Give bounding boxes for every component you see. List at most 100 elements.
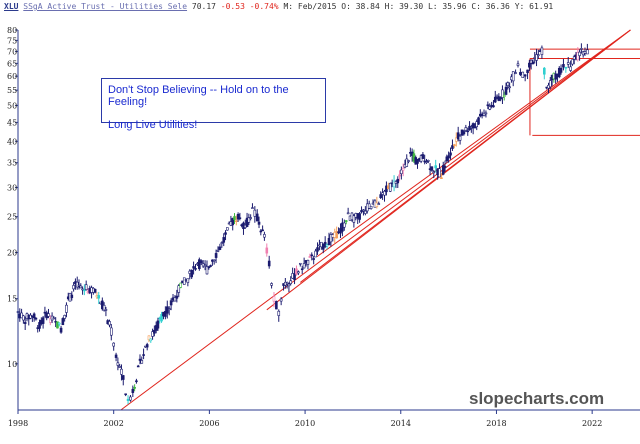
candle-body bbox=[32, 313, 36, 319]
candle-body bbox=[316, 247, 319, 252]
candle-body bbox=[325, 244, 329, 247]
y-value: Y: 61.91 bbox=[514, 2, 554, 11]
security-name[interactable]: SSgA Active Trust - Utilities Sele bbox=[23, 2, 188, 11]
candle-body bbox=[426, 160, 430, 162]
candle-body bbox=[287, 283, 291, 287]
candle-body bbox=[160, 314, 163, 322]
open-value: O: 38.84 bbox=[341, 2, 380, 11]
candle-body bbox=[224, 232, 227, 235]
candle-body bbox=[81, 288, 84, 291]
y-tick-label: 25 bbox=[7, 213, 17, 222]
candle-body bbox=[441, 165, 445, 175]
candles bbox=[16, 43, 589, 405]
candle-body bbox=[38, 322, 41, 329]
candle-body bbox=[207, 266, 211, 269]
candle-body bbox=[416, 158, 419, 164]
candle-body bbox=[118, 366, 121, 368]
candle-body bbox=[335, 231, 338, 239]
candle-body bbox=[23, 322, 27, 324]
candle-body bbox=[135, 380, 138, 383]
change: -0.53 bbox=[220, 2, 245, 11]
candle-body bbox=[352, 215, 356, 223]
y-tick-label: 80 bbox=[7, 26, 17, 35]
candle-body bbox=[306, 260, 310, 265]
candle-body bbox=[121, 375, 125, 380]
candle-body bbox=[133, 387, 136, 389]
candle-body bbox=[164, 310, 167, 317]
change-pct: -0.74% bbox=[249, 2, 279, 11]
candle-body bbox=[261, 229, 264, 232]
candle-body bbox=[102, 305, 106, 311]
candle-body bbox=[447, 155, 450, 159]
candle-body bbox=[564, 66, 568, 69]
candle-body bbox=[358, 213, 361, 220]
candle-body bbox=[528, 62, 531, 68]
candle-body bbox=[569, 66, 572, 71]
candle-body bbox=[548, 80, 552, 88]
candle-body bbox=[526, 69, 529, 74]
candle-body bbox=[298, 262, 302, 265]
candle-body bbox=[198, 259, 201, 270]
candle-body bbox=[346, 212, 350, 215]
candle-body bbox=[443, 166, 447, 168]
candle-body bbox=[449, 152, 452, 156]
candle-body bbox=[329, 234, 333, 243]
y-tick-label: 35 bbox=[7, 159, 17, 168]
candle-body bbox=[362, 209, 365, 212]
candle-body bbox=[257, 221, 261, 225]
y-tick-label: 20 bbox=[7, 249, 17, 258]
chart-header: XLU SSgA Active Trust - Utilities Sele 7… bbox=[4, 2, 553, 11]
candle-body bbox=[169, 300, 173, 306]
candle-body bbox=[576, 52, 580, 61]
candle-body bbox=[297, 271, 300, 274]
candle-body bbox=[112, 342, 115, 347]
symbol[interactable]: XLU bbox=[4, 2, 19, 11]
candle-body bbox=[182, 277, 186, 285]
candle-body bbox=[477, 117, 480, 125]
candle-body bbox=[407, 160, 410, 162]
candle-body bbox=[484, 112, 488, 115]
candle-body bbox=[136, 365, 140, 368]
brand-watermark: slopecharts.com bbox=[469, 389, 605, 408]
candle-body bbox=[451, 145, 454, 149]
candle-body bbox=[521, 71, 525, 78]
candle-body bbox=[535, 54, 538, 61]
candle-body bbox=[508, 86, 511, 89]
last-price: 70.17 bbox=[191, 2, 216, 11]
candle-body bbox=[492, 105, 495, 108]
candle-body bbox=[466, 130, 470, 133]
candle-body bbox=[149, 338, 153, 342]
candle-body bbox=[175, 295, 179, 299]
trendline bbox=[120, 29, 631, 411]
x-tick-label: 2014 bbox=[391, 419, 411, 428]
candle-body bbox=[253, 209, 257, 217]
candle-body bbox=[398, 174, 401, 177]
candle-body bbox=[506, 82, 510, 86]
candle-body bbox=[151, 331, 154, 337]
candle-body bbox=[145, 344, 149, 348]
annotation-box[interactable]: Don't Stop Believing -- Hold on to the F… bbox=[101, 78, 326, 131]
high-value: H: 39.30 bbox=[384, 2, 424, 11]
candle-body bbox=[226, 227, 229, 231]
candle-body bbox=[392, 180, 396, 188]
candle-body bbox=[293, 273, 296, 280]
candle-body bbox=[263, 234, 266, 238]
candle-body bbox=[212, 259, 216, 262]
candle-body bbox=[454, 137, 458, 142]
candle-body bbox=[41, 317, 45, 324]
candle-body bbox=[267, 260, 271, 267]
candle-body bbox=[308, 256, 312, 258]
candle-body bbox=[156, 320, 160, 329]
candle-body bbox=[186, 278, 190, 283]
candle-body bbox=[126, 398, 130, 402]
candle-body bbox=[83, 289, 86, 292]
candle-body bbox=[430, 166, 434, 171]
candle-body bbox=[116, 362, 120, 366]
candle-body bbox=[231, 218, 235, 226]
y-tick-label: 55 bbox=[7, 86, 17, 95]
candle-body bbox=[456, 132, 460, 140]
candle-body bbox=[173, 297, 177, 302]
y-tick-label: 45 bbox=[7, 118, 17, 127]
candle-body bbox=[377, 203, 381, 205]
